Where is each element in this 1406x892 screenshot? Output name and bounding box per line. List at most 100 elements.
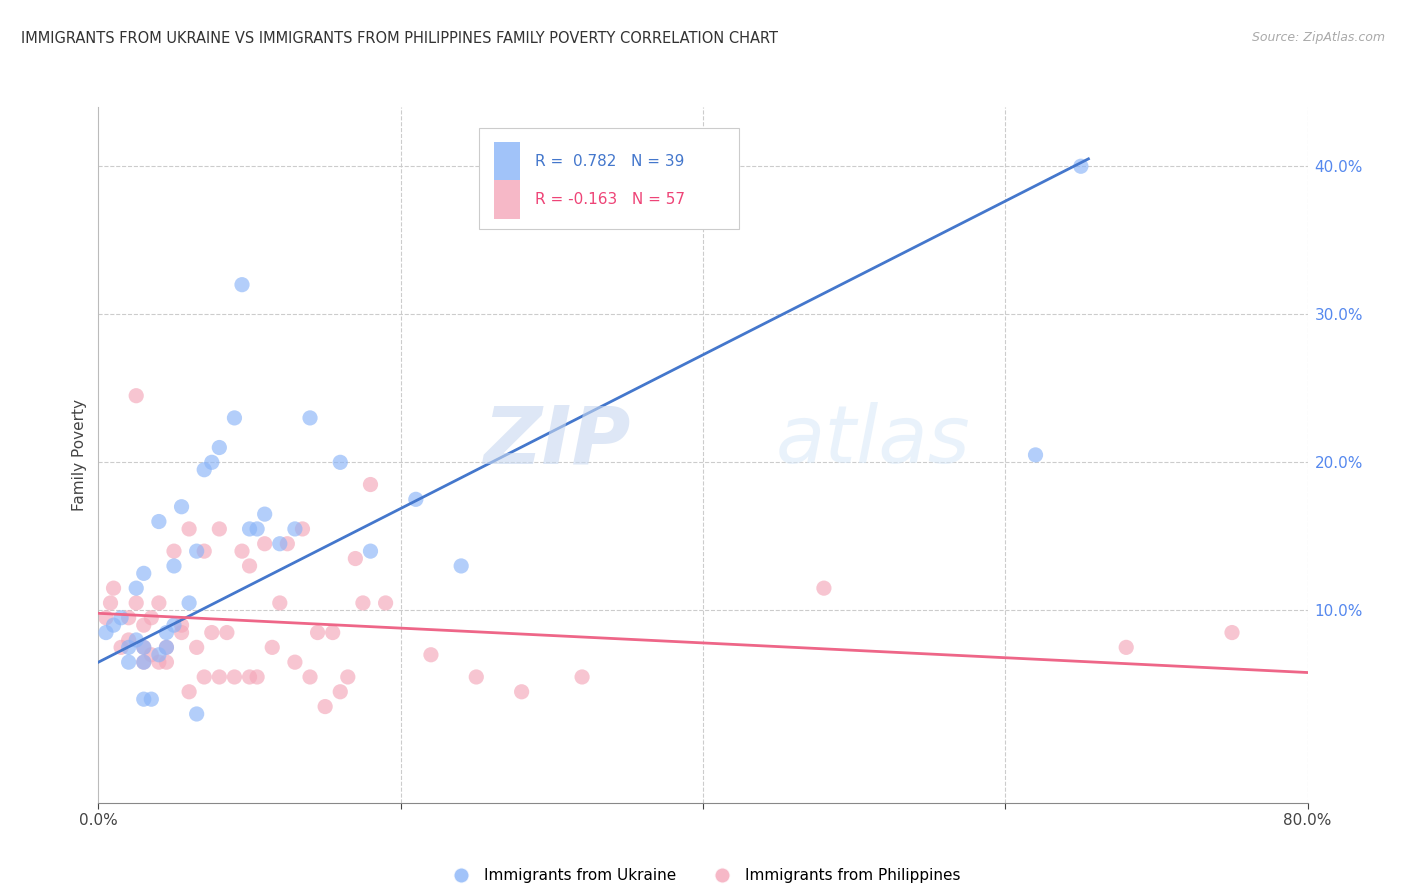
- Point: [201, 455, 224, 469]
- Point: [299, 411, 322, 425]
- Point: [239, 558, 262, 573]
- Point: [813, 581, 835, 595]
- Point: [215, 625, 238, 640]
- Point: [155, 640, 177, 655]
- Point: [193, 544, 215, 558]
- Point: [405, 492, 427, 507]
- Point: [352, 596, 374, 610]
- Point: [132, 655, 155, 669]
- Point: [246, 670, 269, 684]
- Point: [125, 389, 148, 403]
- Point: [307, 625, 329, 640]
- Text: ZIP: ZIP: [484, 402, 630, 480]
- Point: [125, 596, 148, 610]
- Point: [284, 655, 307, 669]
- FancyBboxPatch shape: [494, 142, 520, 180]
- Point: [170, 500, 193, 514]
- Point: [1115, 640, 1137, 655]
- Point: [186, 640, 208, 655]
- Point: [193, 670, 215, 684]
- Point: [170, 618, 193, 632]
- Point: [103, 581, 125, 595]
- Point: [103, 618, 125, 632]
- Point: [125, 581, 148, 595]
- Point: [132, 618, 155, 632]
- Point: [239, 522, 262, 536]
- Point: [269, 537, 291, 551]
- FancyBboxPatch shape: [479, 128, 740, 229]
- Point: [208, 522, 231, 536]
- Point: [94, 611, 117, 625]
- Point: [179, 685, 201, 699]
- FancyBboxPatch shape: [494, 180, 520, 219]
- Point: [239, 670, 262, 684]
- Point: [208, 441, 231, 455]
- Point: [465, 670, 488, 684]
- Point: [201, 625, 224, 640]
- Point: [208, 670, 231, 684]
- Point: [231, 277, 253, 292]
- Point: [344, 551, 367, 566]
- Point: [155, 640, 177, 655]
- Point: [132, 692, 155, 706]
- Point: [125, 632, 148, 647]
- Point: [329, 685, 352, 699]
- Point: [1070, 159, 1092, 173]
- Point: [510, 685, 533, 699]
- Point: [253, 537, 276, 551]
- Point: [224, 670, 246, 684]
- Point: [1024, 448, 1046, 462]
- Text: IMMIGRANTS FROM UKRAINE VS IMMIGRANTS FROM PHILIPPINES FAMILY POVERTY CORRELATIO: IMMIGRANTS FROM UKRAINE VS IMMIGRANTS FR…: [21, 31, 778, 46]
- Point: [118, 640, 141, 655]
- Point: [269, 596, 291, 610]
- Point: [148, 596, 170, 610]
- Point: [132, 655, 155, 669]
- Point: [118, 611, 141, 625]
- Point: [163, 544, 186, 558]
- Point: [329, 455, 352, 469]
- Point: [148, 655, 170, 669]
- Point: [118, 655, 141, 669]
- Point: [314, 699, 336, 714]
- Point: [231, 544, 253, 558]
- Point: [224, 411, 246, 425]
- Point: [110, 640, 132, 655]
- Point: [179, 596, 201, 610]
- Point: [374, 596, 396, 610]
- Point: [179, 522, 201, 536]
- Point: [246, 522, 269, 536]
- Point: [420, 648, 443, 662]
- Point: [148, 515, 170, 529]
- Point: [132, 640, 155, 655]
- Point: [291, 522, 314, 536]
- Point: [450, 558, 472, 573]
- Point: [141, 611, 163, 625]
- Point: [360, 477, 382, 491]
- Point: [322, 625, 344, 640]
- Text: Source: ZipAtlas.com: Source: ZipAtlas.com: [1251, 31, 1385, 45]
- Point: [132, 640, 155, 655]
- Point: [170, 625, 193, 640]
- Point: [186, 544, 208, 558]
- Point: [110, 611, 132, 625]
- Point: [141, 648, 163, 662]
- Point: [1220, 625, 1243, 640]
- Point: [193, 463, 215, 477]
- Text: atlas: atlas: [776, 402, 970, 480]
- Point: [132, 566, 155, 581]
- Point: [100, 596, 122, 610]
- Point: [571, 670, 593, 684]
- Text: R =  0.782   N = 39: R = 0.782 N = 39: [534, 153, 685, 169]
- Point: [262, 640, 284, 655]
- Point: [253, 507, 276, 521]
- Point: [336, 670, 359, 684]
- Point: [118, 632, 141, 647]
- Legend: Immigrants from Ukraine, Immigrants from Philippines: Immigrants from Ukraine, Immigrants from…: [440, 862, 966, 889]
- Point: [163, 558, 186, 573]
- Point: [163, 618, 186, 632]
- Point: [94, 625, 117, 640]
- Text: R = -0.163   N = 57: R = -0.163 N = 57: [534, 192, 685, 207]
- Point: [155, 625, 177, 640]
- Point: [299, 670, 322, 684]
- Point: [360, 544, 382, 558]
